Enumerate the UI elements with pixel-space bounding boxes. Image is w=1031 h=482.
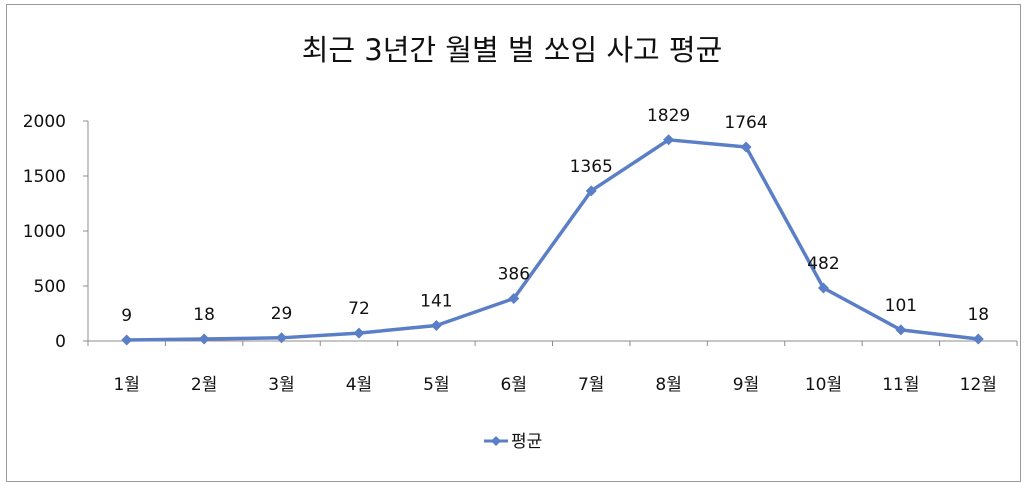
y-tick-label: 1000 xyxy=(23,222,66,242)
data-label: 141 xyxy=(420,291,452,311)
x-tick-label: 6월 xyxy=(501,375,527,395)
data-label: 18 xyxy=(967,305,989,325)
chart-frame xyxy=(6,4,1021,482)
data-point xyxy=(817,282,829,294)
data-point xyxy=(508,293,520,305)
x-axis: 1월 2월 3월 4월 5월 6월 7월 8월 9월 10월 11월 12월 xyxy=(87,340,1018,395)
series-line xyxy=(126,138,979,342)
legend-marker xyxy=(491,436,501,446)
data-label: 29 xyxy=(271,304,293,324)
data-point xyxy=(121,334,133,346)
x-tick-label: 7월 xyxy=(578,375,604,395)
data-point xyxy=(353,327,365,339)
data-label: 101 xyxy=(885,296,917,316)
y-tick-label: 500 xyxy=(34,277,66,297)
x-tick-label: 8월 xyxy=(655,375,681,395)
data-point xyxy=(740,141,752,153)
data-point xyxy=(972,333,984,345)
data-point xyxy=(198,333,210,345)
legend: 평균 xyxy=(484,432,542,452)
data-point xyxy=(585,185,597,197)
data-label: 18 xyxy=(193,305,215,325)
data-label: 72 xyxy=(348,299,370,319)
x-tick-label: 9월 xyxy=(733,375,759,395)
x-tick-label: 2월 xyxy=(191,375,217,395)
data-point xyxy=(895,324,907,336)
x-tick-label: 4월 xyxy=(346,375,372,395)
data-point xyxy=(430,319,442,331)
y-tick-label: 2000 xyxy=(23,112,66,132)
series-average xyxy=(121,134,984,346)
x-tick-label: 10월 xyxy=(805,375,842,395)
data-point xyxy=(276,332,288,344)
data-label: 1764 xyxy=(724,113,767,133)
data-label: 9 xyxy=(121,306,132,326)
legend-label: 평균 xyxy=(511,432,542,452)
data-label: 1829 xyxy=(647,106,690,126)
x-tick-label: 1월 xyxy=(113,375,139,395)
y-tick-label: 1500 xyxy=(23,167,66,187)
x-tick-label: 5월 xyxy=(423,375,449,395)
data-label: 1365 xyxy=(570,157,613,177)
chart-title: 최근 3년간 월별 벌 쏘임 사고 평균 xyxy=(302,33,723,67)
y-tick-label: 0 xyxy=(55,332,66,352)
data-label: 482 xyxy=(807,254,839,274)
x-tick-label: 11월 xyxy=(882,375,919,395)
x-tick-label: 12월 xyxy=(960,375,997,395)
y-axis: 0 500 1000 1500 2000 xyxy=(23,112,89,352)
data-label: 386 xyxy=(498,265,530,285)
data-point xyxy=(663,134,675,146)
x-tick-label: 3월 xyxy=(268,375,294,395)
